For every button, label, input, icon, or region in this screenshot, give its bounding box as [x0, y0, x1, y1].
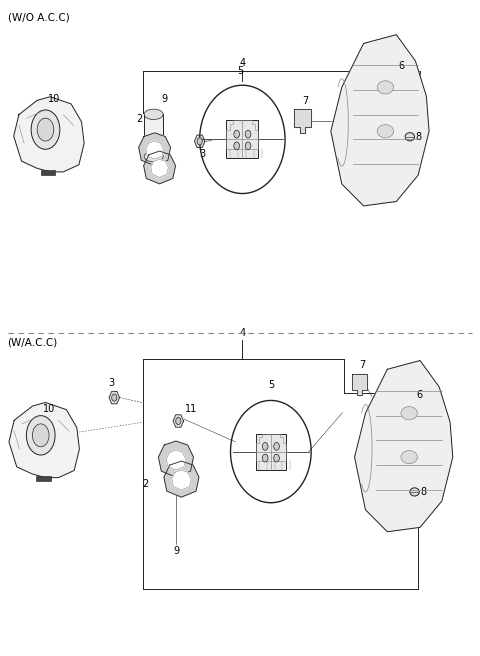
Polygon shape	[173, 415, 183, 427]
Polygon shape	[139, 133, 170, 166]
Text: 2: 2	[136, 114, 143, 125]
Ellipse shape	[401, 407, 417, 420]
Bar	[144, 114, 163, 157]
Circle shape	[274, 443, 279, 450]
Ellipse shape	[377, 81, 394, 94]
Bar	[256, 434, 286, 470]
Polygon shape	[151, 159, 168, 177]
Ellipse shape	[405, 133, 415, 141]
Circle shape	[31, 110, 60, 150]
Circle shape	[197, 138, 202, 145]
Polygon shape	[14, 97, 84, 172]
Text: 2: 2	[142, 480, 148, 489]
Circle shape	[37, 118, 54, 141]
Polygon shape	[352, 374, 367, 395]
Circle shape	[245, 131, 251, 138]
Text: 11: 11	[185, 404, 198, 414]
Circle shape	[274, 454, 279, 462]
Text: 5: 5	[237, 66, 243, 75]
Polygon shape	[144, 151, 176, 184]
Circle shape	[245, 142, 251, 150]
Text: 6: 6	[398, 61, 404, 71]
Bar	[41, 170, 56, 175]
Text: (W/A.C.C): (W/A.C.C)	[8, 338, 58, 348]
Text: 8: 8	[420, 487, 426, 497]
Text: 10: 10	[48, 94, 60, 104]
Polygon shape	[331, 35, 429, 206]
Circle shape	[26, 416, 55, 455]
Circle shape	[262, 443, 268, 450]
Ellipse shape	[410, 488, 420, 496]
Text: 9: 9	[161, 94, 167, 104]
Text: 6: 6	[416, 390, 422, 400]
Text: 4: 4	[240, 58, 245, 68]
Polygon shape	[146, 141, 163, 159]
Circle shape	[176, 417, 181, 424]
Text: 10: 10	[43, 404, 55, 414]
Polygon shape	[194, 135, 205, 148]
Ellipse shape	[377, 125, 394, 138]
Circle shape	[234, 131, 240, 138]
Text: 7: 7	[302, 96, 309, 106]
Circle shape	[112, 394, 117, 401]
Polygon shape	[166, 450, 186, 470]
Text: 8: 8	[416, 132, 421, 142]
Circle shape	[32, 424, 49, 447]
Polygon shape	[164, 461, 199, 497]
Ellipse shape	[144, 152, 163, 162]
Circle shape	[262, 454, 268, 462]
Circle shape	[234, 142, 240, 150]
Text: 4: 4	[240, 329, 245, 338]
Polygon shape	[294, 110, 311, 133]
Text: 9: 9	[173, 546, 179, 556]
Ellipse shape	[401, 451, 417, 464]
Text: (W/O A.C.C): (W/O A.C.C)	[8, 12, 69, 22]
Text: 7: 7	[360, 360, 366, 370]
Bar	[227, 120, 258, 158]
Polygon shape	[172, 470, 191, 490]
Text: 3: 3	[199, 149, 205, 159]
Polygon shape	[9, 403, 79, 478]
Polygon shape	[158, 441, 193, 477]
Ellipse shape	[144, 109, 163, 119]
Bar	[36, 476, 51, 482]
Polygon shape	[355, 361, 453, 532]
Text: 5: 5	[268, 380, 274, 390]
Text: 3: 3	[108, 378, 114, 388]
Polygon shape	[109, 392, 120, 404]
